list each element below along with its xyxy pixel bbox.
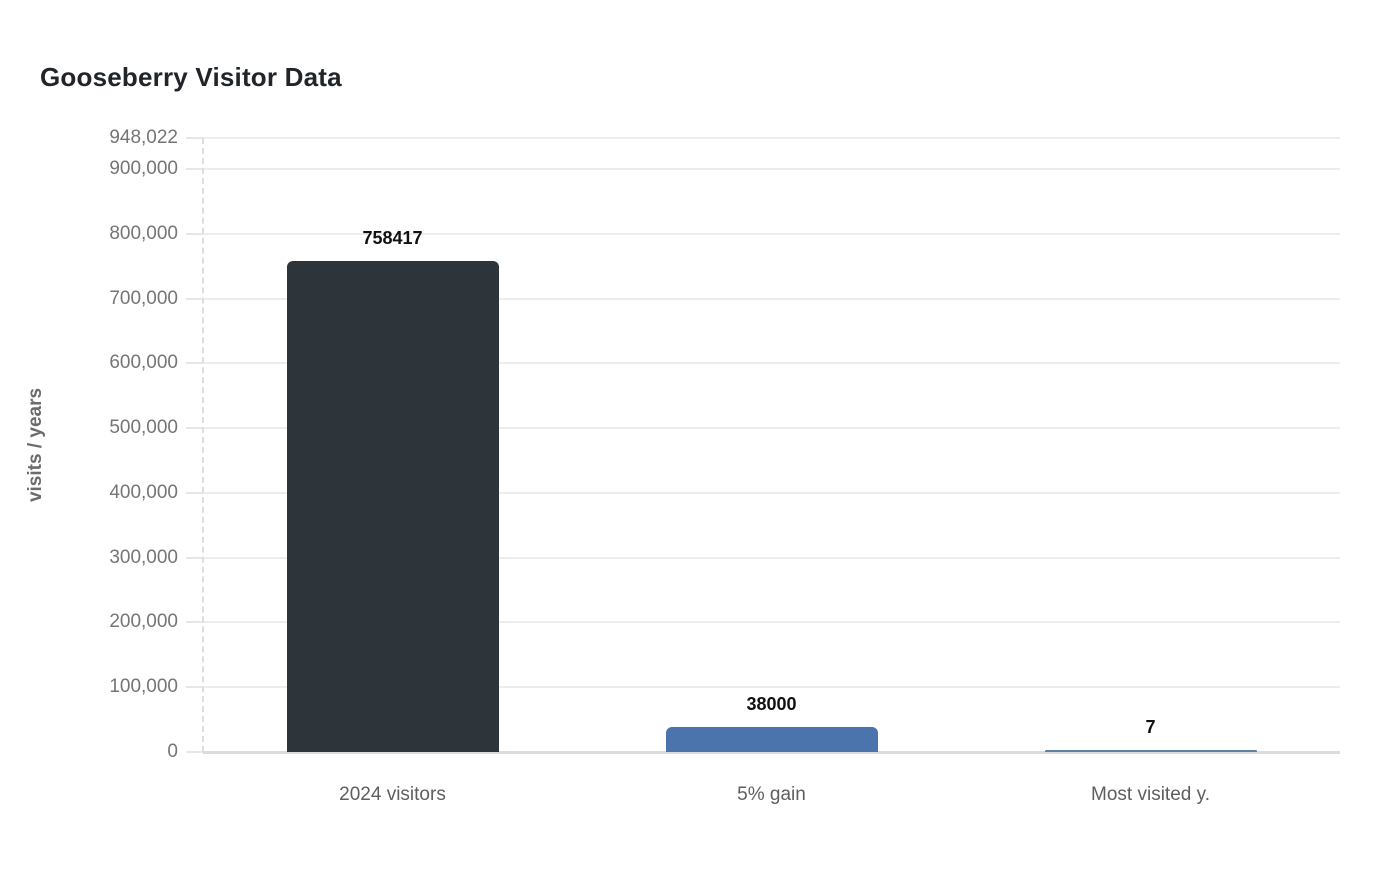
bar-5-gain — [665, 727, 878, 752]
x-tick-label: 5% gain — [737, 784, 806, 805]
y-tick-label: 500,000 — [109, 417, 178, 439]
gridline — [203, 491, 1340, 494]
y-tick-label: 200,000 — [109, 611, 178, 633]
bar-value-label: 7 — [1145, 716, 1156, 737]
gridline — [203, 297, 1340, 300]
gridline — [203, 232, 1340, 235]
bar-value-label: 38000 — [746, 694, 797, 715]
y-tick-mark — [186, 556, 203, 559]
y-tick-label: 900,000 — [109, 158, 178, 180]
gridline — [203, 137, 1340, 139]
y-tick-label: 700,000 — [109, 287, 178, 309]
bar-2024-visitors — [286, 260, 499, 752]
gridline — [203, 751, 1340, 754]
y-tick-label: 0 — [167, 741, 178, 762]
y-tick-mark — [186, 491, 203, 494]
y-tick-mark — [186, 621, 203, 624]
y-axis-line — [202, 138, 204, 752]
y-tick-mark — [186, 297, 203, 300]
y-tick-mark — [186, 362, 203, 365]
bar-most-visited-y- — [1044, 749, 1257, 752]
y-tick-mark — [186, 751, 203, 753]
gridline — [203, 621, 1340, 624]
x-tick-label: 2024 visitors — [339, 784, 446, 805]
y-tick-label: 600,000 — [109, 352, 178, 374]
y-tick-mark — [186, 427, 203, 430]
gridline — [203, 168, 1340, 171]
y-tick-label: 300,000 — [109, 546, 178, 568]
gridline — [203, 686, 1340, 689]
y-tick-mark — [186, 168, 203, 171]
x-tick-label: Most visited y. — [1091, 784, 1210, 805]
y-tick-label: 948,022 — [109, 127, 178, 148]
bar-value-label: 758417 — [362, 227, 423, 248]
chart-title: Gooseberry Visitor Data — [40, 62, 342, 92]
y-tick-label: 100,000 — [109, 676, 178, 698]
y-tick-mark — [186, 232, 203, 235]
y-tick-mark — [186, 137, 203, 139]
y-tick-label: 800,000 — [109, 222, 178, 244]
y-tick-mark — [186, 686, 203, 689]
gridline — [203, 362, 1340, 365]
gridline — [203, 556, 1340, 559]
gridline — [203, 427, 1340, 430]
y-tick-label: 400,000 — [109, 481, 178, 503]
